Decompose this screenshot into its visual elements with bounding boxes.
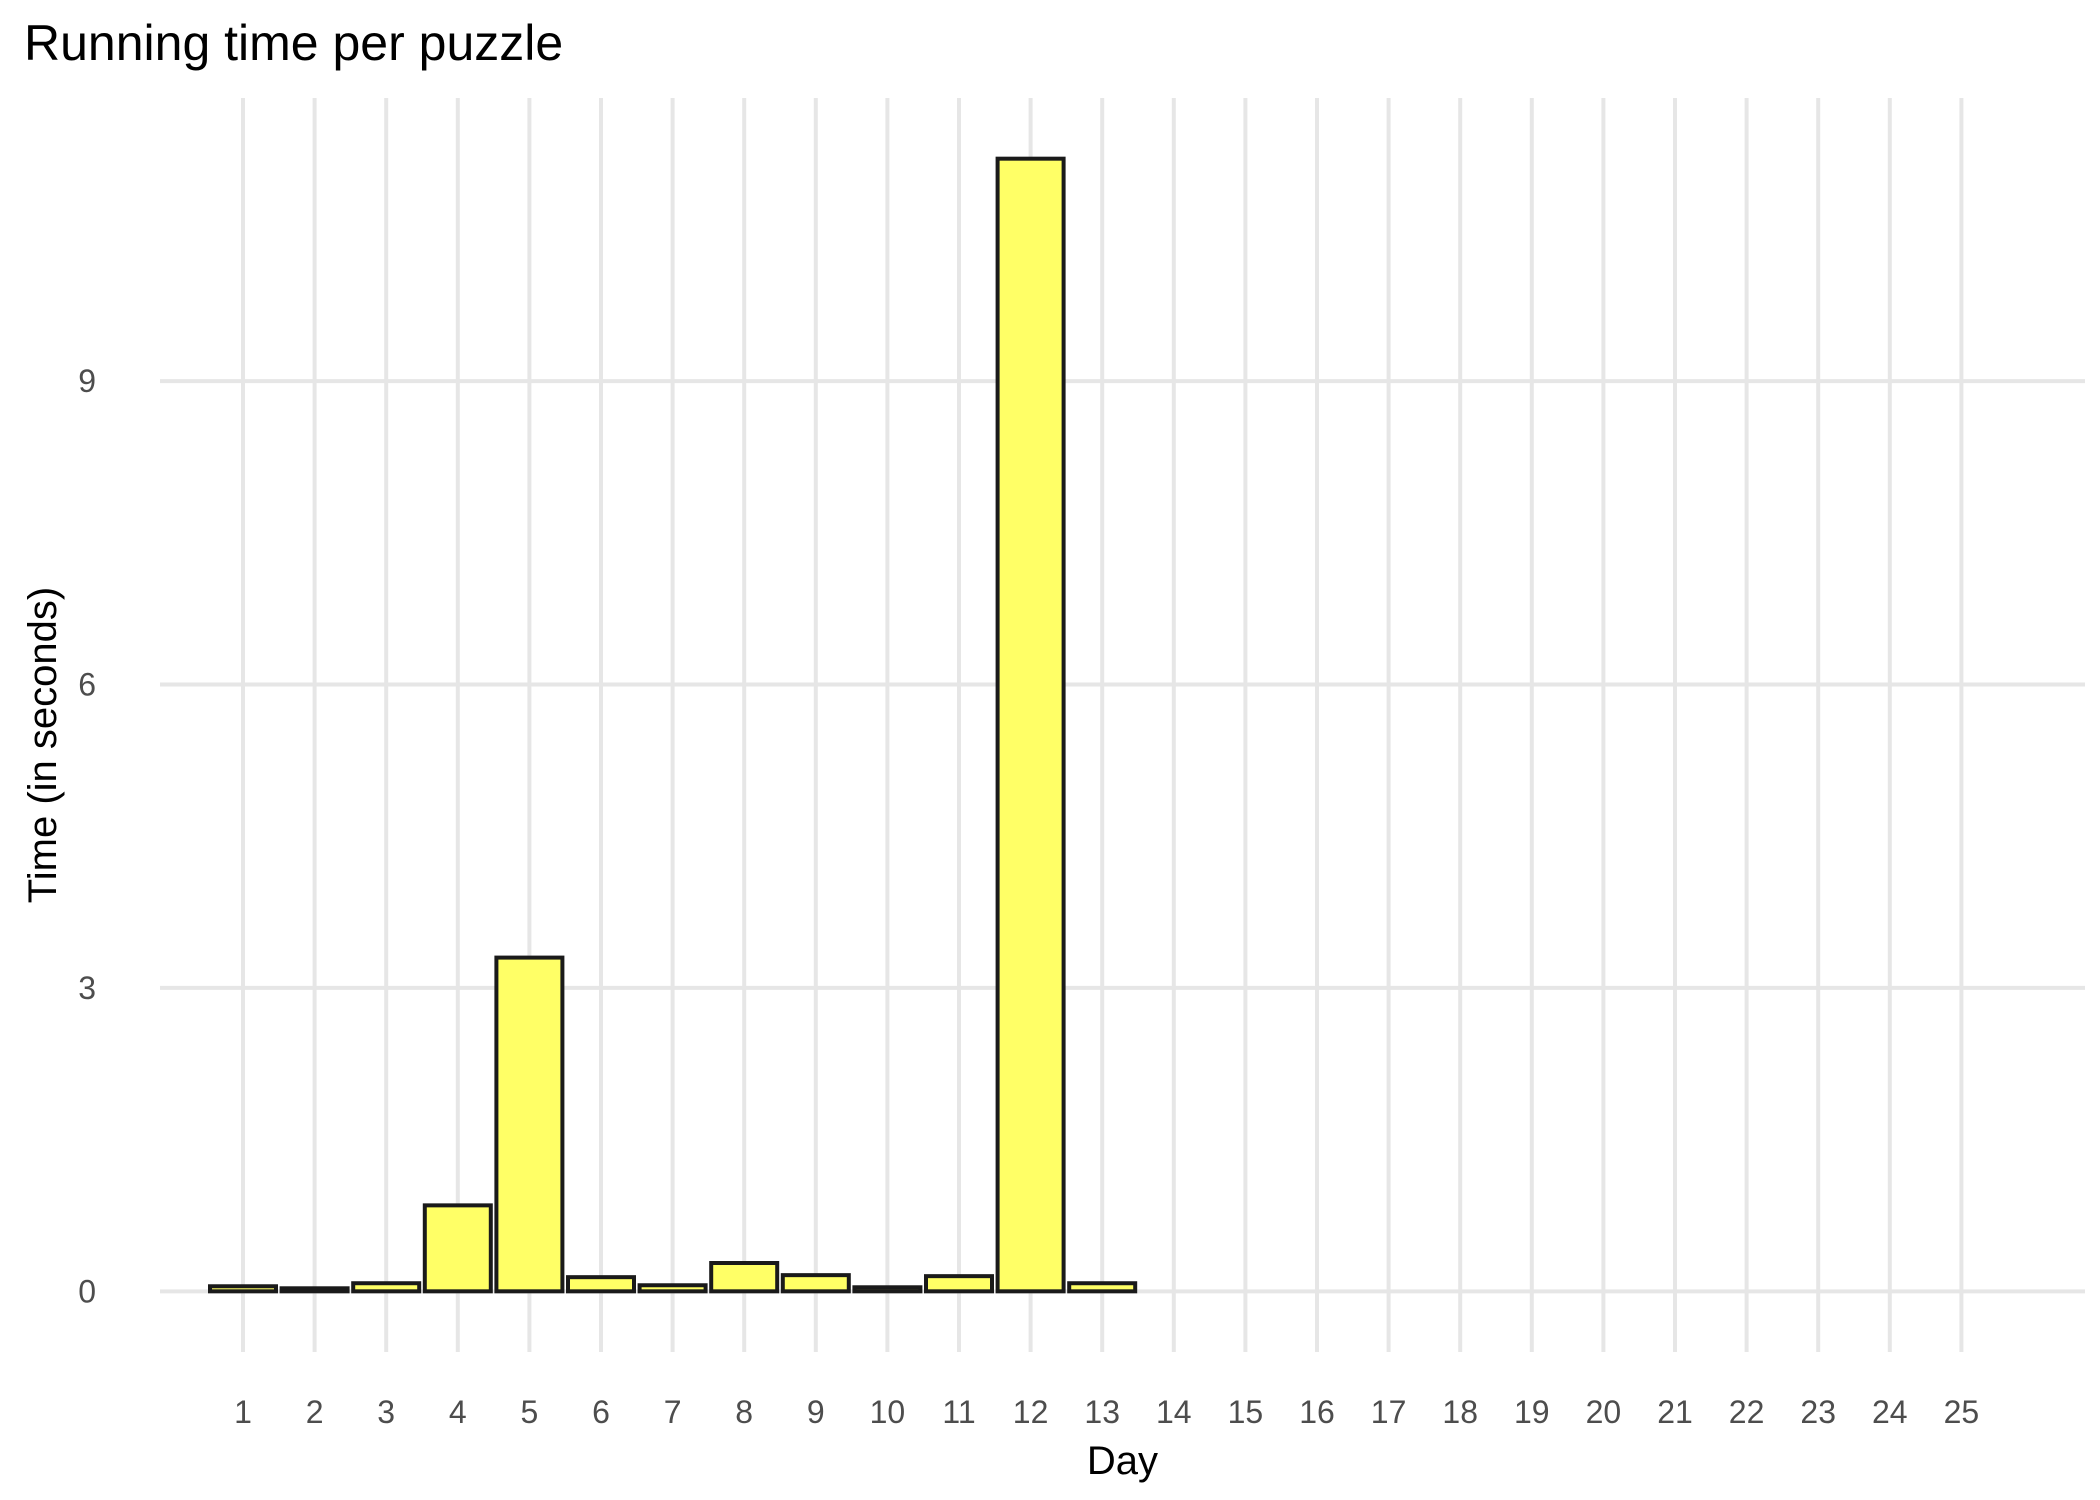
x-tick-label: 9 [807, 1394, 825, 1430]
bar-day-2 [279, 1286, 350, 1294]
y-tick-label: 9 [78, 363, 96, 399]
y-tick-label: 3 [78, 970, 96, 1006]
grid-lines [160, 98, 2085, 1352]
x-tick-label: 15 [1228, 1394, 1264, 1430]
x-tick-label: 20 [1586, 1394, 1622, 1430]
x-tick-label: 23 [1800, 1394, 1836, 1430]
x-tick-label: 12 [1013, 1394, 1049, 1430]
bar-day-9 [780, 1273, 851, 1294]
x-tick-label: 11 [942, 1394, 975, 1430]
y-axis-ticks: 0 3 6 9 [78, 363, 96, 1309]
x-tick-label: 17 [1371, 1394, 1407, 1430]
y-axis-title: Time (in seconds) [21, 587, 65, 903]
x-tick-label: 6 [592, 1394, 610, 1430]
x-tick-label: 1 [234, 1394, 252, 1430]
bar-day-6 [566, 1275, 636, 1294]
x-tick-label: 8 [735, 1394, 753, 1430]
bar-day-10 [852, 1285, 923, 1294]
x-tick-label: 16 [1299, 1394, 1335, 1430]
bar-day-11 [924, 1274, 994, 1294]
bar-day-3 [351, 1281, 422, 1294]
bar-day-12 [995, 156, 1066, 1294]
bars [208, 156, 1138, 1294]
x-tick-label: 24 [1872, 1394, 1908, 1430]
bar-day-7 [637, 1283, 708, 1294]
bar-day-13 [1067, 1281, 1138, 1294]
x-tick-label: 19 [1514, 1394, 1550, 1430]
x-tick-label: 3 [377, 1394, 395, 1430]
x-tick-label: 13 [1084, 1394, 1120, 1430]
chart-title: Running time per puzzle [24, 15, 564, 71]
x-tick-label: 14 [1156, 1394, 1192, 1430]
x-tick-label: 18 [1442, 1394, 1478, 1430]
x-axis-ticks: 1 2 3 4 5 6 7 8 9 10 11 12 13 14 15 16 17 18 19 20 21 22 23 24 2… [234, 1394, 1979, 1430]
x-tick-label: 2 [306, 1394, 324, 1430]
x-tick-label: 25 [1944, 1394, 1980, 1430]
y-tick-label: 6 [78, 667, 96, 703]
x-tick-label: 4 [449, 1394, 467, 1430]
x-tick-label: 21 [1657, 1394, 1693, 1430]
bar-day-5 [494, 955, 565, 1294]
x-tick-label: 22 [1729, 1394, 1765, 1430]
bar-day-8 [709, 1261, 780, 1294]
bar-day-1 [208, 1284, 278, 1294]
x-tick-label: 5 [521, 1394, 539, 1430]
bar-day-4 [422, 1203, 493, 1294]
y-tick-label: 0 [78, 1273, 96, 1309]
x-tick-label: 7 [664, 1394, 682, 1430]
x-tick-label: 10 [870, 1394, 906, 1430]
x-axis-title: Day [1087, 1439, 1158, 1483]
